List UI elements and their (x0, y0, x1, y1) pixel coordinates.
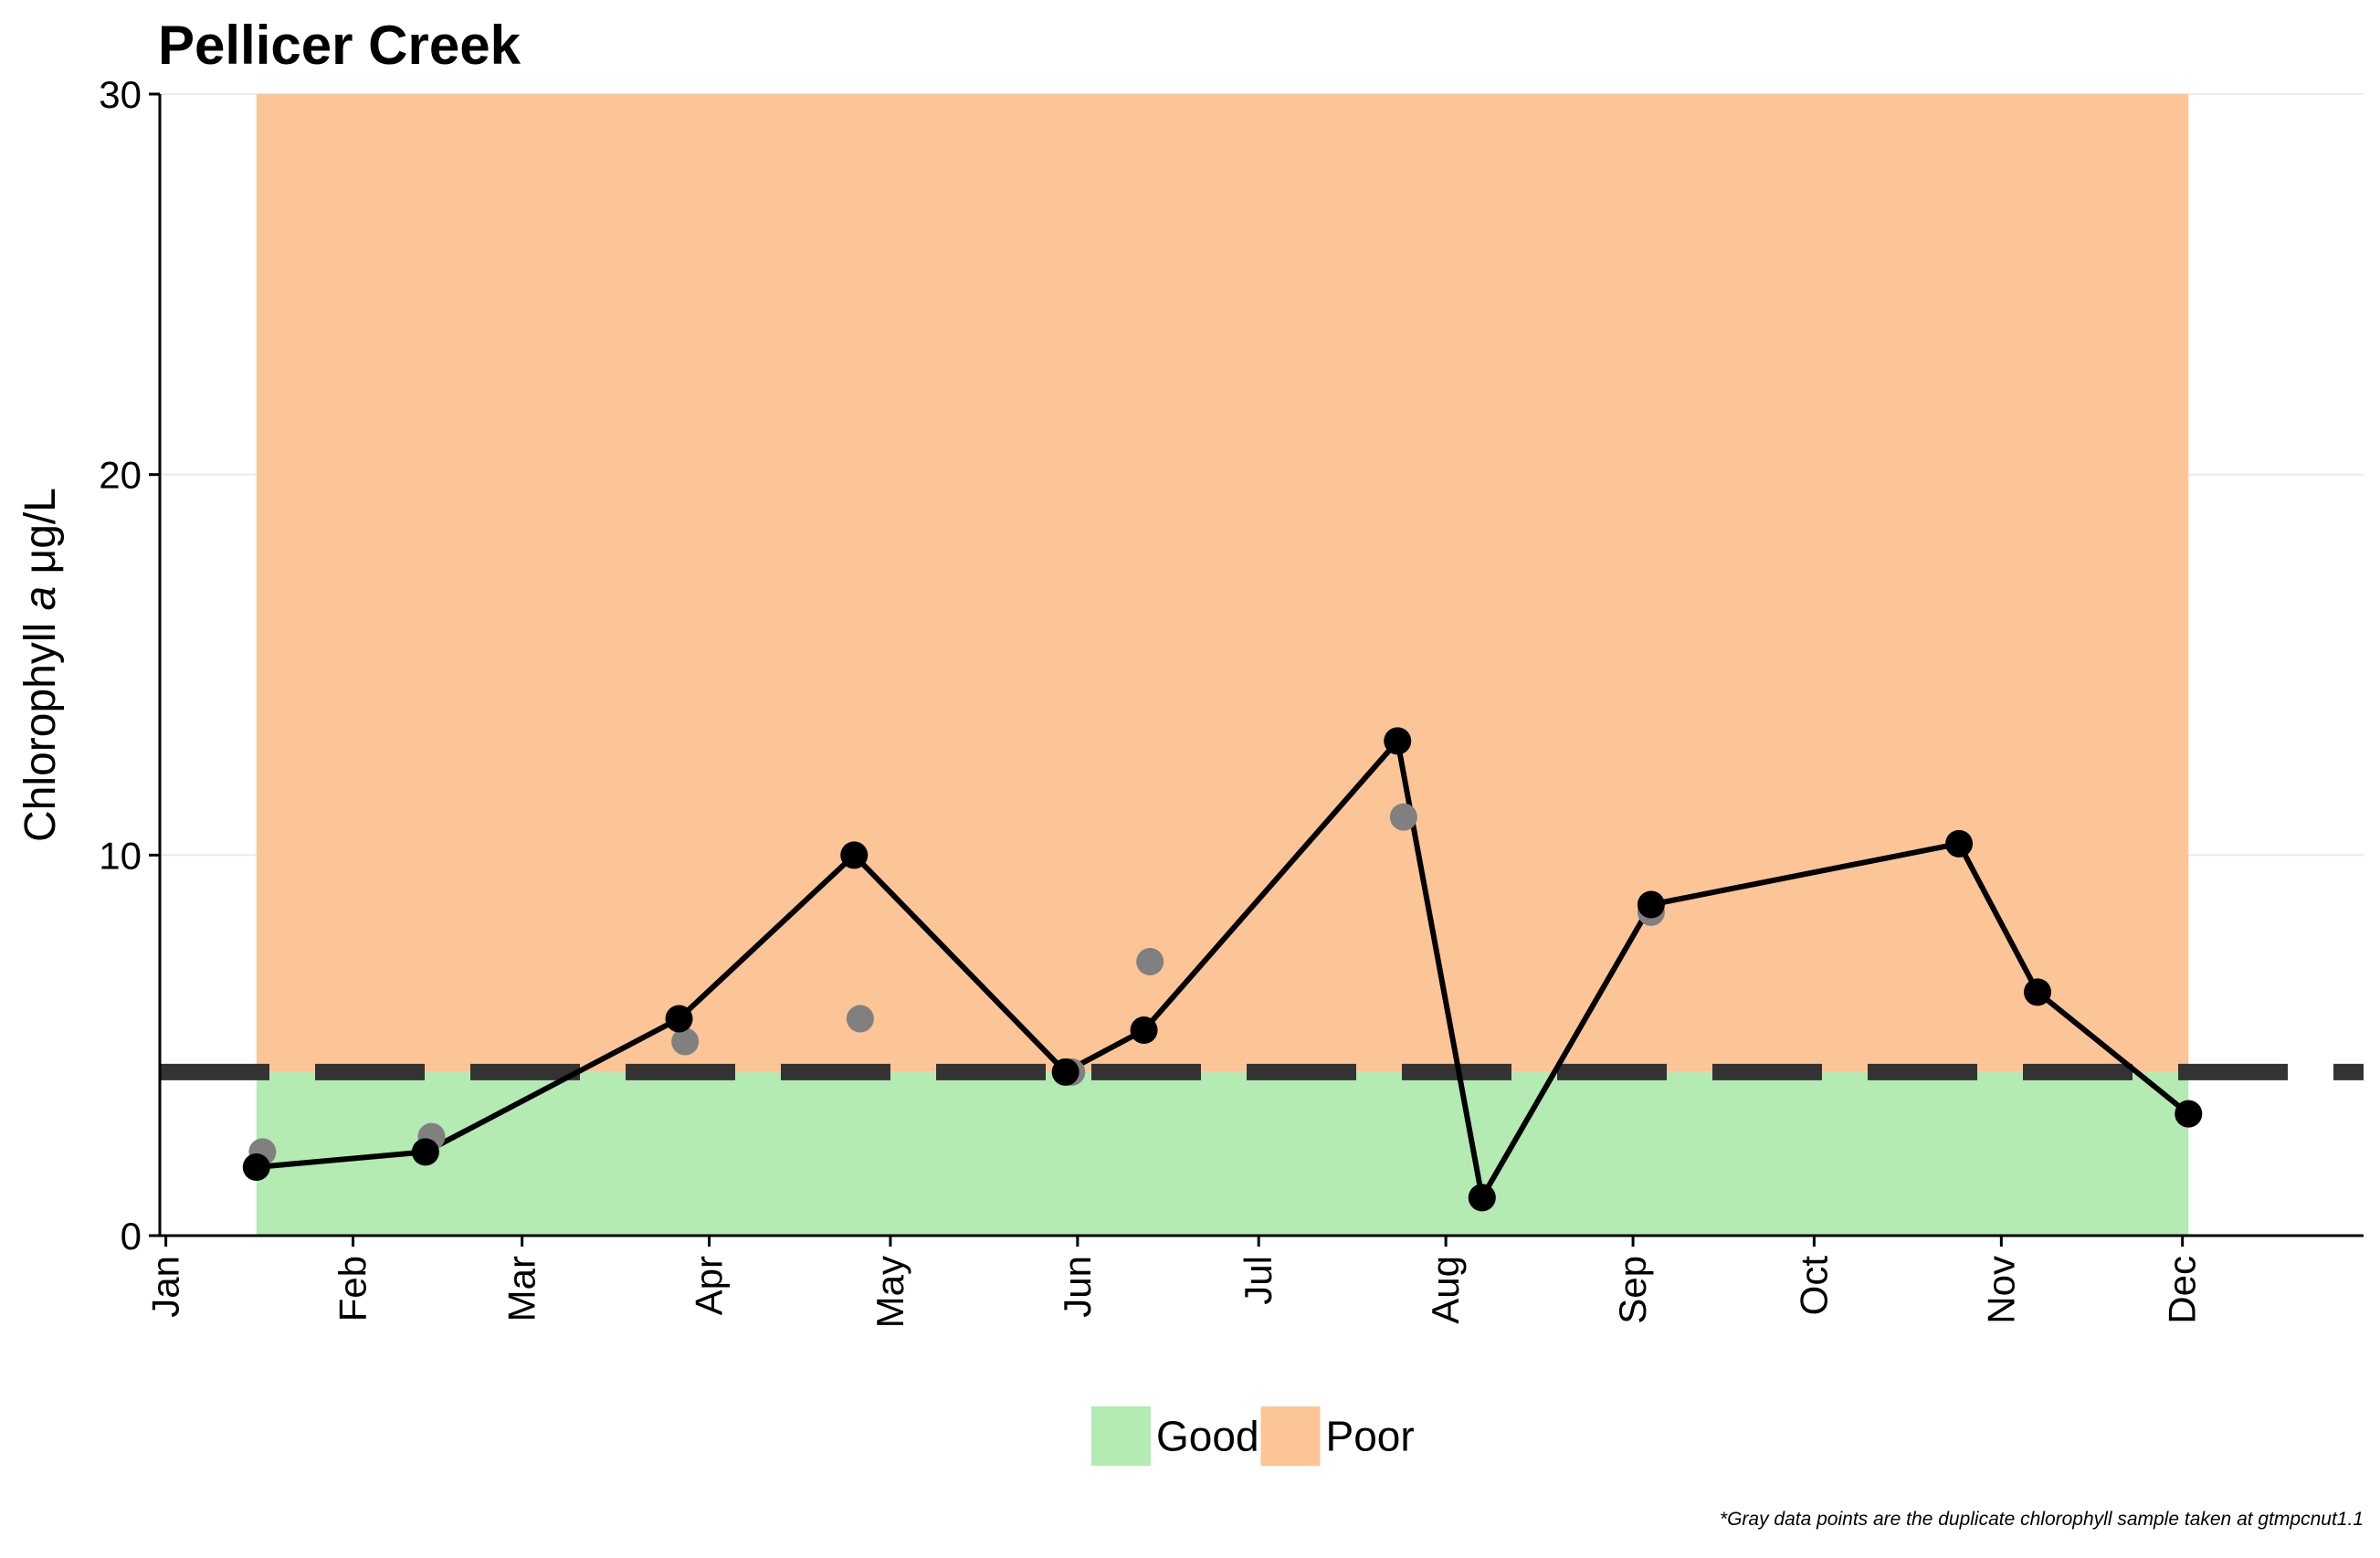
x-tick-label: May (869, 1256, 911, 1328)
duplicate-point (1136, 948, 1164, 975)
duplicate-point (846, 1005, 874, 1033)
primary-points (242, 727, 2203, 1212)
duplicate-point (671, 1027, 700, 1056)
band-good (256, 1071, 2189, 1236)
x-tick-label: Sep (1611, 1256, 1654, 1324)
data-point (1945, 829, 1974, 858)
data-point (665, 1005, 693, 1033)
data-point (840, 841, 869, 869)
legend-swatch-good (1091, 1406, 1151, 1466)
data-point (1468, 1184, 1496, 1212)
y-tick-label: 0 (121, 1215, 142, 1258)
footnote: *Gray data points are the duplicate chlo… (1720, 1509, 2364, 1530)
y-tick-label: 10 (99, 834, 142, 877)
band-poor (256, 94, 2189, 1072)
x-tick-label: Feb (332, 1256, 374, 1321)
x-tick-label: Dec (2161, 1256, 2204, 1324)
x-axis-ticks: Jan Feb Mar Apr May Jun Jul Aug Sep Oct Nov Dec (144, 1236, 2204, 1328)
legend-label-poor: Poor (1326, 1413, 1415, 1460)
data-point (2024, 978, 2052, 1006)
series-line (256, 738, 2191, 1201)
y-axis-ticks: 0 10 20 30 (99, 73, 160, 1258)
y-tick-label: 30 (99, 73, 142, 116)
chart-title: Pellicer Creek (158, 15, 521, 76)
series-polyline (256, 738, 2191, 1201)
y-tick-label: 20 (99, 454, 142, 497)
data-point (1637, 890, 1665, 919)
x-tick-label: Nov (1979, 1256, 2022, 1324)
x-tick-label: Mar (500, 1256, 543, 1321)
legend-swatch-poor (1260, 1406, 1321, 1466)
x-tick-label: Aug (1424, 1256, 1467, 1324)
x-tick-label: Oct (1792, 1256, 1835, 1316)
data-point (1384, 727, 1412, 755)
x-tick-label: Jan (144, 1256, 187, 1318)
y-axis-label: Chlorophyll a μg/L (16, 488, 65, 842)
data-point (242, 1153, 270, 1181)
x-tick-label: Jun (1056, 1256, 1099, 1318)
legend: Good Poor (1091, 1406, 1415, 1466)
x-tick-label: Jul (1237, 1256, 1280, 1305)
data-point (411, 1138, 439, 1166)
x-tick-label: Apr (688, 1256, 731, 1315)
data-point (2175, 1100, 2203, 1128)
quality-bands (256, 94, 2189, 1236)
legend-label-good: Good (1156, 1413, 1259, 1460)
axes (158, 94, 2364, 1237)
data-point (1130, 1016, 1158, 1044)
duplicate-point (1389, 803, 1417, 831)
data-point (1051, 1058, 1079, 1086)
